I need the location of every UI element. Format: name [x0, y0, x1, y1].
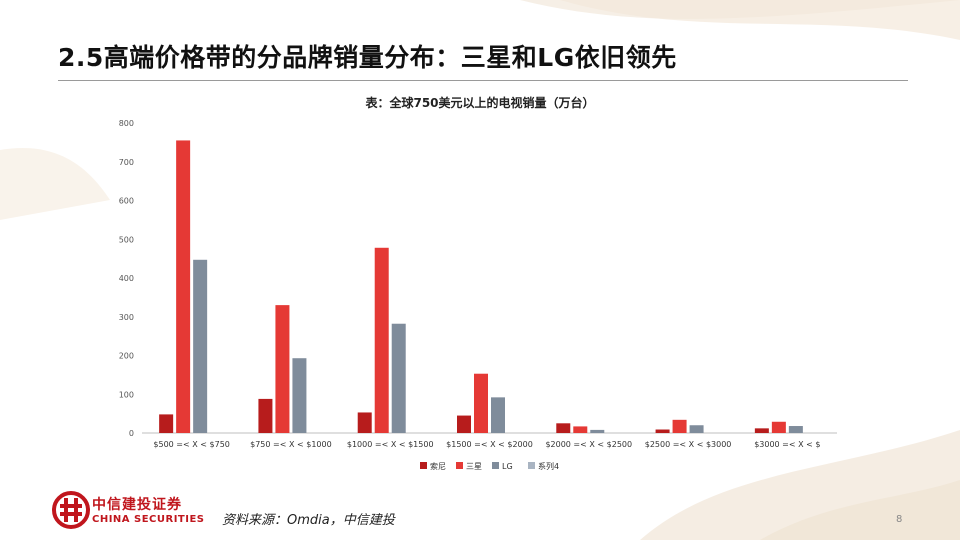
x-tick-label: $750 =< X < $1000 — [250, 440, 332, 449]
x-tick-label: $1500 =< X < $2000 — [446, 440, 533, 449]
bar-3-4 — [491, 397, 505, 433]
bar-2-6 — [672, 419, 687, 433]
x-tick-label: $2000 =< X < $2500 — [545, 440, 632, 449]
y-tick-label: 0 — [129, 429, 134, 438]
bar-3-7 — [788, 426, 803, 433]
bar-1-4 — [457, 415, 471, 433]
bar-3-6 — [689, 425, 704, 433]
bar-3-2 — [292, 358, 307, 433]
bar-2-4 — [474, 373, 488, 433]
x-tick-label: $500 =< X < $750 — [153, 440, 229, 449]
bar-3-5 — [590, 429, 605, 433]
x-tick-label: $2500 =< X < $3000 — [645, 440, 732, 449]
y-tick-label: 300 — [119, 313, 134, 322]
bar-2-3 — [374, 247, 389, 433]
y-tick-label: 800 — [119, 119, 134, 128]
bar-1-5 — [556, 423, 571, 433]
source-note: 资料来源：Omdia，中信建投 — [222, 513, 395, 528]
bar-2-1 — [176, 140, 191, 433]
legend-swatch — [420, 462, 427, 469]
bar-2-2 — [275, 305, 290, 433]
bar-1-1 — [159, 414, 174, 433]
slide-title: 2.5高端价格带的分品牌销量分布：三星和LG依旧领先 — [58, 43, 677, 72]
logo-text-chinese: 中信建投证券 — [92, 497, 182, 513]
legend-swatch — [456, 462, 463, 469]
legend-label: 索尼 — [430, 461, 446, 471]
bar-3-3 — [391, 323, 406, 433]
title-divider — [58, 80, 908, 81]
bar-1-7 — [754, 428, 769, 433]
bar-2-7 — [771, 421, 786, 433]
legend-label: 三星 — [466, 462, 482, 471]
legend-swatch — [528, 462, 535, 469]
y-tick-label: 100 — [119, 390, 134, 399]
bar-2-5 — [573, 426, 588, 433]
legend-swatch — [492, 462, 499, 469]
y-tick-label: 700 — [119, 158, 134, 167]
page-number: 8 — [896, 514, 903, 525]
legend-label: LG — [502, 462, 513, 471]
bar-1-2 — [258, 398, 273, 433]
x-tick-label: $1000 =< X < $1500 — [347, 440, 434, 449]
bar-3-1 — [193, 259, 208, 433]
bar-1-6 — [655, 429, 670, 433]
chart-title: 表：全球750美元以上的电视销量（万台） — [365, 96, 595, 110]
logo-text-english: CHINA SECURITIES — [92, 514, 205, 525]
y-tick-label: 200 — [119, 352, 134, 361]
y-tick-label: 500 — [119, 235, 134, 244]
x-tick-label: $3000 =< X < $ — [754, 440, 820, 449]
y-tick-label: 600 — [119, 197, 134, 206]
bar-1-3 — [357, 412, 372, 433]
legend-label: 系列4 — [538, 461, 559, 471]
y-tick-label: 400 — [119, 274, 134, 283]
china-securities-logo — [52, 491, 90, 529]
